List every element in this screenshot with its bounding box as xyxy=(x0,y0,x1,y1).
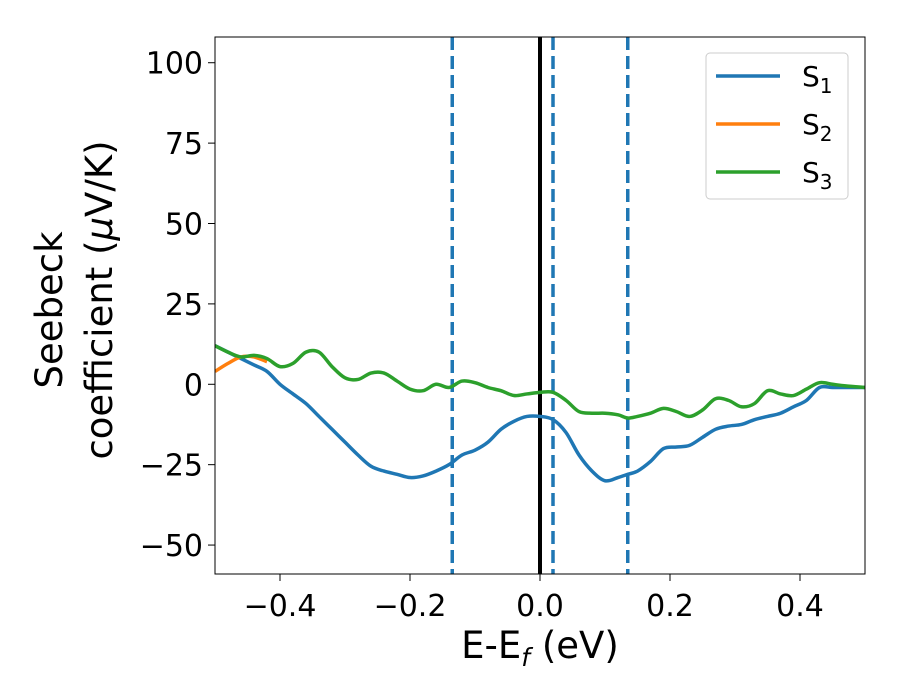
legend-label-s2: S2 xyxy=(802,108,833,146)
svg-text:Seebeck: Seebeck xyxy=(28,231,71,389)
legend-label-s3: S3 xyxy=(802,156,833,194)
svg-text:coefficient (μV/K): coefficient (μV/K) xyxy=(78,140,121,459)
series-line-s3 xyxy=(215,344,865,420)
vertical-reference-lines xyxy=(450,37,630,574)
y-tick-label: −50 xyxy=(140,529,203,564)
y-axis-title: Seebeck coefficient (μV/K) xyxy=(28,140,121,459)
x-axis: −0.4 −0.2 0.0 0.2 0.4 xyxy=(244,574,824,624)
y-axis: 100 75 50 25 0 −25 −50 xyxy=(140,47,215,564)
x-tick-label: 0.4 xyxy=(776,589,824,624)
y-tick-label: 50 xyxy=(165,208,203,243)
y-tick-label: 25 xyxy=(165,288,203,323)
legend-box xyxy=(705,52,849,200)
legend: S1 S2 S3 xyxy=(705,52,849,200)
legend-label-s1: S1 xyxy=(802,60,833,98)
series-layer xyxy=(215,344,865,483)
y-tick-label: 75 xyxy=(165,127,203,162)
y-tick-label: −25 xyxy=(140,449,203,484)
y-tick-label: 100 xyxy=(146,47,203,82)
y-tick-label: 0 xyxy=(184,368,203,403)
series-line-s1 xyxy=(215,344,865,483)
x-tick-label: 0.2 xyxy=(646,589,694,624)
x-tick-label: 0.0 xyxy=(516,589,564,624)
x-tick-label: −0.2 xyxy=(374,589,447,624)
x-axis-title: E-Ef (eV) xyxy=(461,624,619,672)
x-tick-label: −0.4 xyxy=(244,589,317,624)
